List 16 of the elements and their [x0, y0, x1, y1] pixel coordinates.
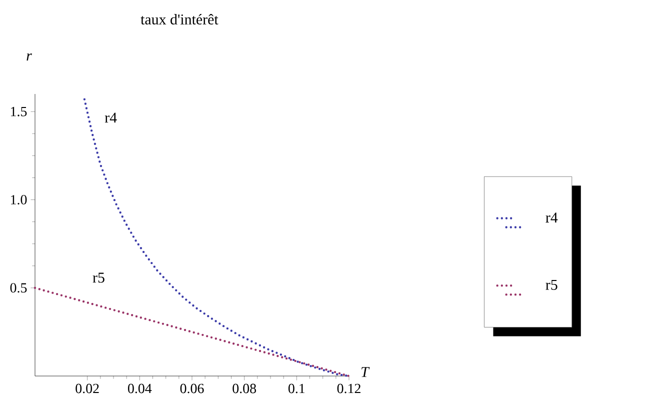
- x-tick-label: 0.1: [288, 384, 305, 394]
- legend-label: r5: [546, 280, 558, 290]
- x-tick-label: 0.04: [128, 384, 152, 394]
- x-tick-label: 0.12: [337, 384, 360, 394]
- legend-label: r4: [546, 212, 558, 222]
- text: r4: [104, 112, 117, 123]
- text: r5: [92, 272, 104, 283]
- chart-title: taux d'intérêt: [140, 14, 218, 24]
- y-tick-label: 1.5: [11, 106, 27, 116]
- y-tick-label: 0.5: [10, 283, 27, 293]
- x-tick-label: 0.08: [232, 384, 256, 394]
- y-axis-title: r: [26, 53, 32, 60]
- x-tick-label: 0.02: [76, 384, 99, 394]
- x-tick-label: 0.06: [180, 384, 204, 394]
- y-tick-label: 1.0: [11, 195, 27, 204]
- x-axis-title: T: [362, 367, 370, 377]
